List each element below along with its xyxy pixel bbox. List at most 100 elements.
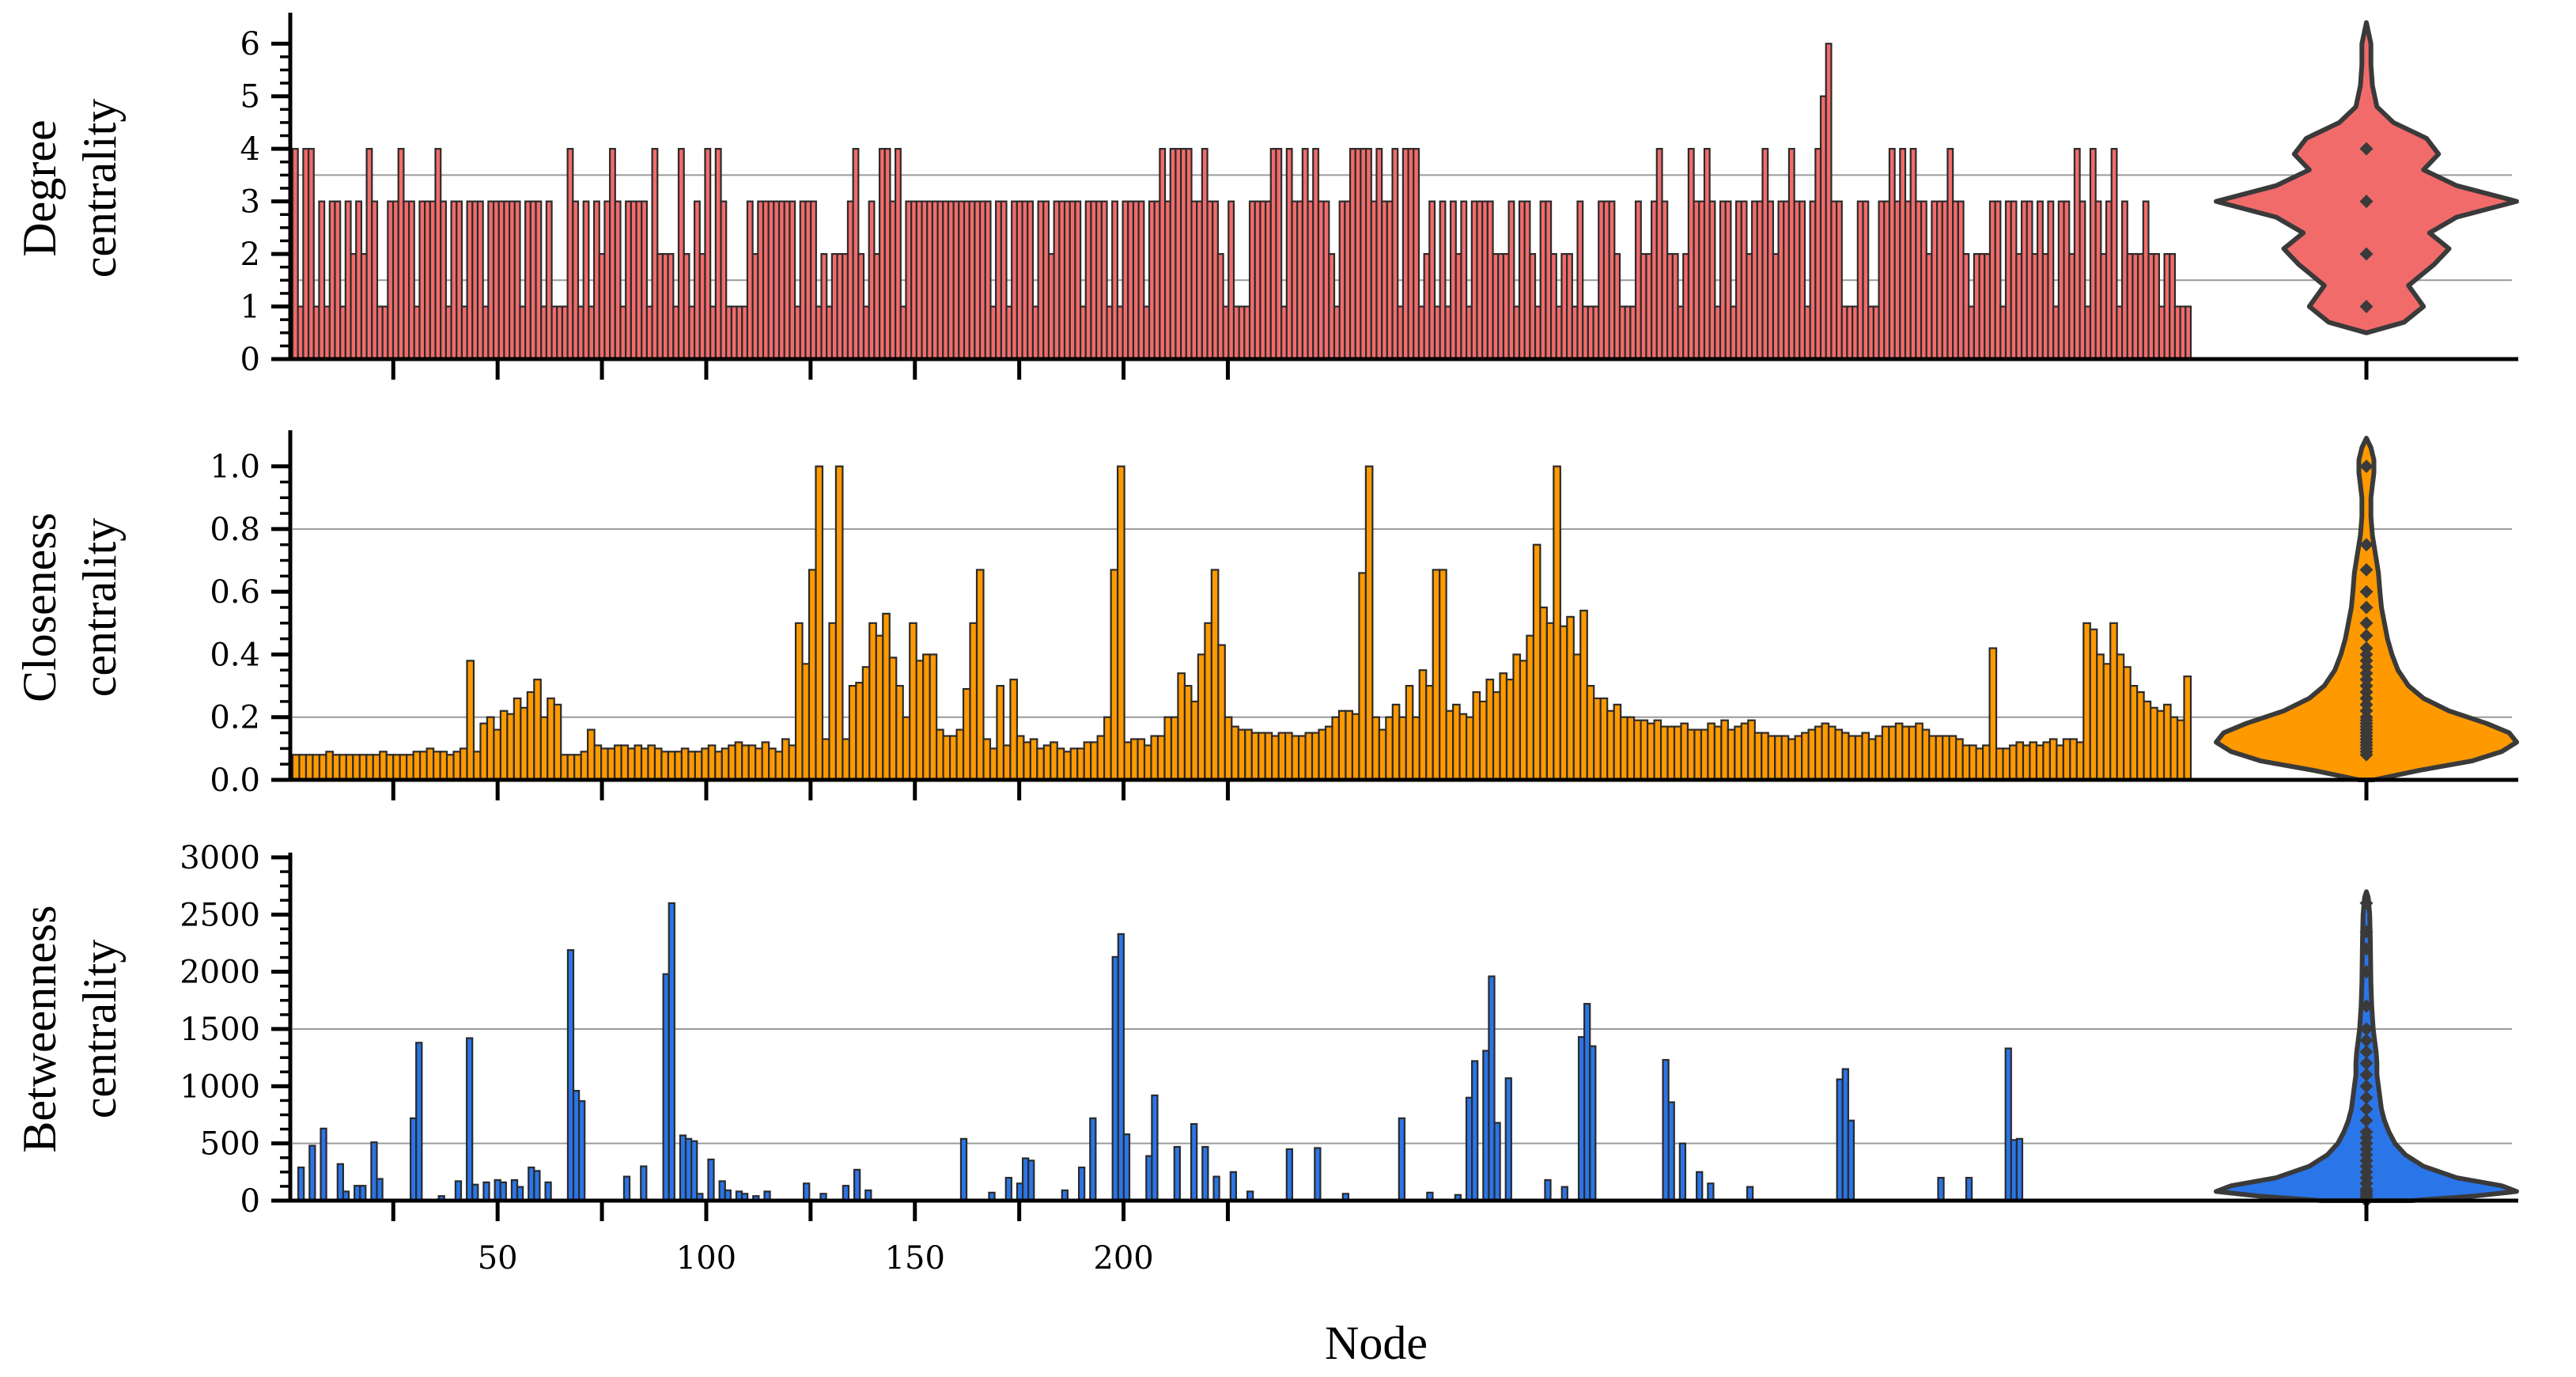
betweenness-violin-point-26	[2359, 965, 2374, 979]
closeness-bar-222	[1774, 735, 1783, 781]
closeness-y-tick-label-2: 0.4	[210, 637, 260, 673]
betweenness-y-tick-label-6: 3000	[180, 840, 260, 876]
closeness-bar-9	[345, 754, 354, 781]
betweenness-bar-161	[1190, 1122, 1198, 1202]
closeness-bar-95	[922, 653, 931, 781]
closeness-bar-111	[1029, 738, 1038, 781]
closeness-bar-19	[412, 751, 422, 781]
closeness-bar-214	[1720, 719, 1729, 781]
closeness-bar-229	[1821, 722, 1830, 781]
betweenness-bar-23	[415, 1042, 423, 1202]
closeness-bar-108	[1009, 679, 1019, 781]
closeness-bar-104	[982, 738, 992, 781]
closeness-bar-97	[936, 728, 944, 781]
betweenness-bar-99	[842, 1185, 850, 1202]
betweenness-violin-point-24	[2359, 1022, 2374, 1036]
betweenness-bar-294	[1937, 1176, 1945, 1202]
closeness-bar-277	[2143, 700, 2152, 781]
closeness-bar-94	[915, 660, 925, 781]
betweenness-bar-163	[1201, 1145, 1209, 1202]
closeness-bar-127	[1137, 738, 1146, 781]
closeness-bar-238	[1881, 725, 1890, 781]
closeness-bar-204	[1653, 719, 1662, 781]
closeness-violin-point-24	[2359, 629, 2374, 643]
closeness-violin-point-29	[2359, 538, 2374, 552]
betweenness-bar-224	[1544, 1178, 1552, 1202]
closeness-bar-269	[2089, 628, 2098, 781]
closeness-bar-186	[1532, 543, 1541, 781]
closeness-bar-87	[868, 622, 877, 781]
closeness-bar-162	[1371, 716, 1380, 781]
betweenness-bar-251	[1696, 1171, 1704, 1202]
closeness-bar-180	[1492, 690, 1501, 781]
closeness-bar-91	[895, 684, 904, 781]
betweenness-bar-299	[1965, 1176, 1973, 1202]
closeness-bar-110	[1023, 741, 1031, 781]
closeness-y-tick-label-3: 0.6	[210, 574, 260, 611]
betweenness-bar-60	[622, 1175, 631, 1202]
closeness-bar-50	[620, 744, 630, 781]
closeness-bar-68	[741, 744, 750, 781]
closeness-bar-206	[1666, 725, 1676, 781]
closeness-bar-150	[1291, 735, 1300, 781]
closeness-bar-31	[493, 728, 501, 781]
closeness-bar-78	[808, 569, 817, 781]
closeness-bar-237	[1874, 735, 1883, 781]
betweenness-bar-44	[533, 1170, 541, 1202]
closeness-bar-185	[1526, 634, 1535, 781]
x-tick-label-150: 150	[885, 1240, 945, 1277]
closeness-bar-76	[794, 622, 804, 781]
closeness-bar-133	[1177, 672, 1186, 781]
closeness-bar-279	[2156, 709, 2166, 781]
betweenness-bar-132	[1027, 1159, 1035, 1202]
closeness-bar-67	[734, 741, 743, 781]
closeness-y-label-line-1: centrality	[74, 518, 126, 698]
closeness-bar-119	[1083, 741, 1092, 781]
closeness-bar-118	[1076, 747, 1085, 781]
closeness-bar-30	[486, 716, 495, 781]
closeness-bar-199	[1620, 716, 1628, 781]
closeness-bar-182	[1505, 679, 1515, 781]
closeness-bar-202	[1640, 719, 1649, 781]
closeness-bar-136	[1197, 653, 1206, 781]
closeness-bar-81	[828, 622, 838, 781]
betweenness-bar-120	[959, 1137, 968, 1202]
closeness-bar-194	[1586, 684, 1595, 781]
betweenness-bar-16	[376, 1178, 384, 1202]
closeness-bar-26	[459, 747, 468, 781]
closeness-bar-189	[1553, 465, 1561, 781]
closeness-bar-233	[1848, 735, 1857, 781]
degree-y-tick-label-0: 0	[240, 342, 260, 378]
closeness-bar-187	[1539, 606, 1548, 781]
betweenness-bar-183	[1314, 1147, 1322, 1202]
closeness-bar-235	[1861, 732, 1871, 781]
closeness-bar-262	[2042, 741, 2052, 781]
closeness-bar-41	[560, 754, 569, 781]
betweenness-bar-52	[578, 1100, 586, 1202]
closeness-bar-96	[929, 653, 938, 781]
closeness-bar-190	[1559, 625, 1568, 781]
degree-y-tick-label-5: 5	[240, 79, 260, 115]
closeness-bar-51	[626, 747, 636, 781]
closeness-bar-82	[834, 465, 844, 781]
betweenness-bar-232	[1589, 1045, 1597, 1202]
closeness-bar-93	[909, 622, 917, 781]
betweenness-y-tick-label-4: 2000	[180, 955, 260, 991]
closeness-bar-109	[1016, 735, 1025, 781]
closeness-bar-170	[1425, 684, 1434, 781]
betweenness-violin-point-15	[2359, 1125, 2374, 1139]
closeness-bar-45	[587, 728, 596, 781]
closeness-bar-115	[1056, 747, 1065, 781]
closeness-bar-88	[875, 634, 884, 781]
betweenness-bar-4	[308, 1144, 316, 1202]
closeness-bar-8	[339, 754, 347, 781]
betweenness-y-tick-label-2: 1000	[180, 1069, 260, 1105]
betweenness-y-label-line-1: centrality	[74, 940, 126, 1119]
closeness-bar-83	[842, 738, 850, 781]
closeness-bar-153	[1311, 732, 1320, 781]
violins-layer	[2214, 20, 2519, 1208]
closeness-bar-113	[1042, 744, 1052, 781]
betweenness-bar-260	[1746, 1186, 1754, 1202]
closeness-bar-247	[1942, 735, 1950, 781]
